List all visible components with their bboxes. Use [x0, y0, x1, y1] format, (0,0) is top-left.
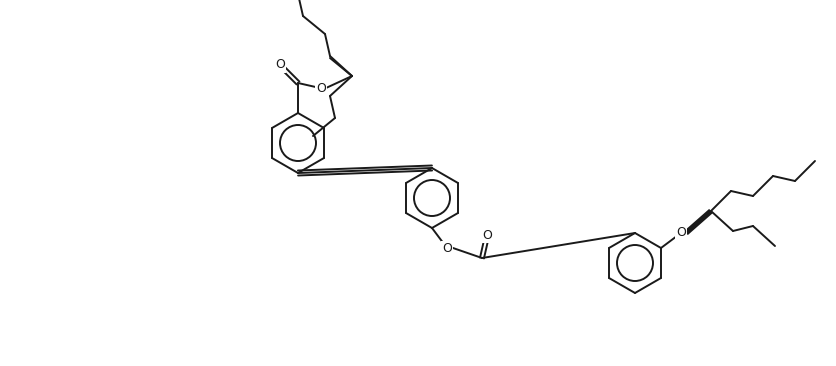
- Text: O: O: [441, 242, 451, 254]
- Text: O: O: [316, 82, 325, 94]
- Text: O: O: [275, 59, 284, 71]
- Text: O: O: [675, 227, 685, 239]
- Text: O: O: [482, 229, 492, 243]
